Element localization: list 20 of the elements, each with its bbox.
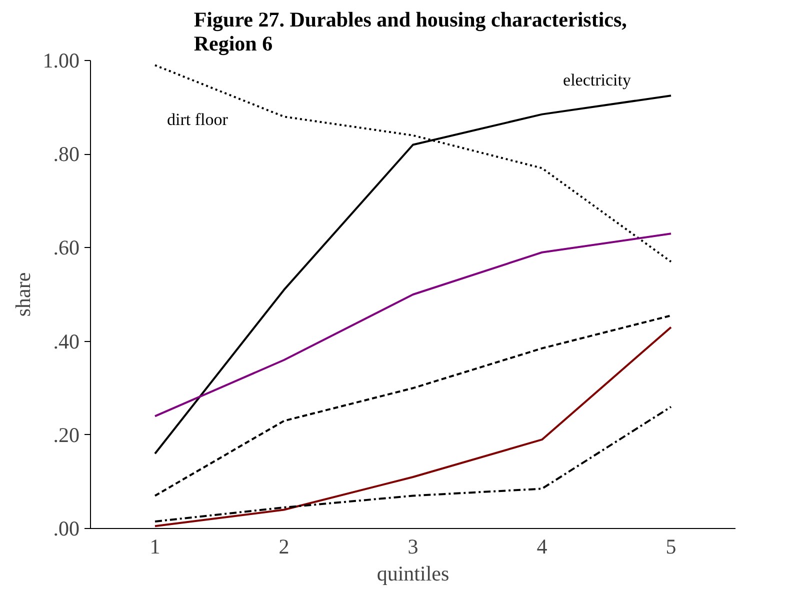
x-tick-label: 5 — [666, 534, 676, 558]
line-series — [154, 232, 672, 418]
y-axis-title: share — [10, 272, 35, 317]
y-tick-label: .40 — [53, 329, 80, 354]
line-series — [154, 326, 672, 528]
y-tick-label: .60 — [53, 236, 80, 260]
y-tick-label: 1.00 — [42, 48, 80, 72]
y-tick-label: .00 — [53, 516, 80, 540]
line-series — [154, 406, 672, 522]
x-tick-label: 1 — [150, 534, 160, 558]
x-tick-label: 4 — [536, 534, 548, 558]
x-tick-label: 3 — [408, 534, 418, 558]
chart-title: Figure 27. Durables and housing characteristics, Region 6 — [194, 8, 627, 56]
line-series — [154, 314, 672, 497]
x-tick-label: 2 — [278, 534, 290, 558]
y-tick-label: .20 — [53, 422, 80, 447]
x-axis-title: quintiles — [376, 562, 450, 586]
series-label: electricity — [563, 70, 632, 90]
y-tick-label: .80 — [53, 142, 80, 166]
series-label: dirt floor — [167, 110, 228, 130]
